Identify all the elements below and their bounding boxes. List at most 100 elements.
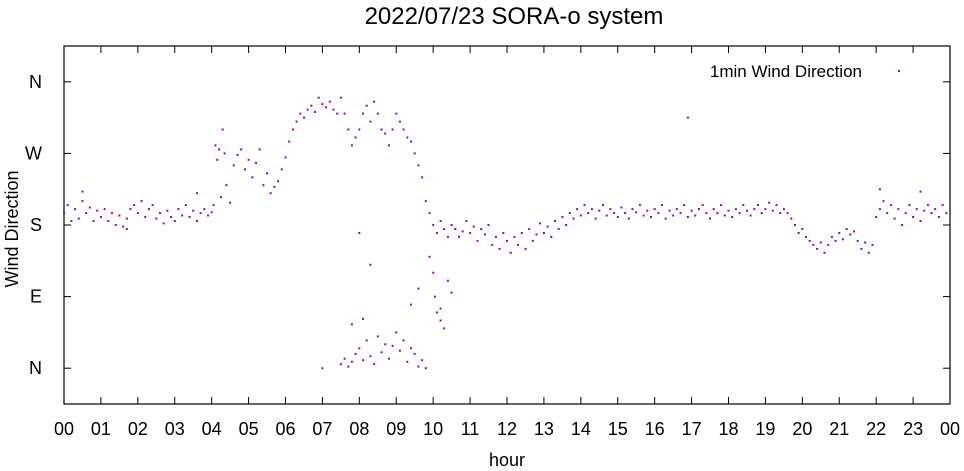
- x-tick-label: 04: [202, 419, 222, 439]
- data-point: [350, 144, 353, 147]
- data-point: [421, 359, 424, 362]
- data-point: [469, 232, 472, 234]
- data-point: [373, 363, 376, 366]
- data-point: [159, 212, 161, 215]
- data-point: [893, 217, 896, 220]
- data-point: [686, 116, 689, 119]
- data-point: [557, 228, 560, 230]
- data-point: [376, 112, 379, 115]
- data-point: [583, 204, 586, 207]
- data-point: [830, 235, 833, 238]
- data-point: [901, 224, 903, 226]
- data-point: [207, 214, 209, 217]
- data-point: [834, 239, 837, 242]
- data-point: [358, 232, 361, 234]
- data-point: [694, 214, 697, 217]
- data-point: [413, 152, 416, 155]
- data-point: [321, 367, 324, 370]
- data-point: [679, 212, 682, 215]
- data-point: [439, 220, 442, 222]
- data-point: [531, 239, 534, 242]
- data-point: [860, 247, 863, 250]
- data-point: [576, 208, 579, 211]
- data-point: [358, 347, 361, 350]
- data-point: [613, 212, 616, 215]
- data-point: [199, 212, 202, 215]
- data-point: [362, 112, 364, 115]
- x-tick-label: 15: [608, 419, 628, 439]
- data-point: [406, 360, 409, 363]
- data-point: [801, 228, 804, 230]
- data-point: [439, 307, 442, 310]
- data-point: [225, 184, 228, 187]
- data-point: [616, 216, 619, 218]
- data-point: [945, 212, 948, 215]
- data-point: [631, 208, 634, 211]
- data-point: [432, 271, 435, 274]
- data-point: [365, 339, 368, 342]
- data-point: [742, 204, 745, 207]
- data-point: [904, 212, 907, 215]
- x-tick-label: 00: [54, 419, 74, 439]
- data-point: [841, 238, 844, 241]
- data-point: [343, 357, 346, 360]
- data-point: [683, 204, 686, 207]
- data-point: [517, 243, 520, 246]
- data-point: [114, 224, 117, 226]
- data-point: [620, 206, 623, 209]
- data-point: [219, 196, 222, 199]
- data-point: [764, 208, 767, 211]
- data-point: [542, 232, 545, 234]
- data-point: [465, 220, 468, 222]
- data-point: [410, 303, 412, 306]
- data-point: [125, 217, 128, 220]
- data-point: [443, 228, 446, 230]
- data-point: [310, 104, 313, 107]
- data-point: [727, 209, 730, 212]
- data-point: [738, 212, 741, 215]
- data-point: [107, 220, 110, 222]
- data-point: [402, 128, 405, 131]
- data-point: [395, 112, 398, 115]
- data-point: [424, 200, 427, 203]
- data-point: [734, 208, 737, 211]
- data-point: [838, 232, 841, 234]
- data-point: [502, 232, 505, 234]
- data-point: [712, 208, 715, 211]
- data-point: [398, 349, 401, 352]
- data-point: [144, 216, 147, 218]
- legend: 1min Wind Direction: [710, 62, 900, 81]
- data-point: [339, 363, 342, 366]
- data-point: [387, 357, 390, 360]
- data-point: [417, 164, 420, 167]
- data-point: [472, 225, 475, 228]
- data-point: [886, 212, 889, 215]
- data-point: [247, 158, 250, 161]
- data-point: [849, 233, 852, 236]
- data-point: [96, 209, 99, 212]
- data-point: [347, 365, 350, 368]
- data-point: [85, 212, 88, 215]
- x-tick-label: 19: [755, 419, 775, 439]
- data-point: [369, 263, 372, 266]
- data-point: [417, 287, 420, 290]
- y-tick-label: E: [30, 287, 42, 307]
- data-point: [480, 228, 483, 230]
- data-point: [790, 217, 793, 220]
- data-point: [635, 211, 638, 214]
- y-tick-label: W: [25, 143, 42, 163]
- data-point: [506, 239, 508, 242]
- data-point: [303, 116, 305, 119]
- data-point: [273, 185, 276, 188]
- data-point: [520, 232, 523, 234]
- data-point: [295, 120, 298, 123]
- data-point: [720, 204, 723, 207]
- data-point: [546, 225, 549, 228]
- data-point: [299, 112, 302, 115]
- data-point: [74, 208, 77, 211]
- data-point: [509, 251, 512, 254]
- data-point: [118, 214, 121, 217]
- data-point: [88, 206, 91, 209]
- x-tick-label: 00: [940, 419, 960, 439]
- plot-border: [63, 45, 951, 405]
